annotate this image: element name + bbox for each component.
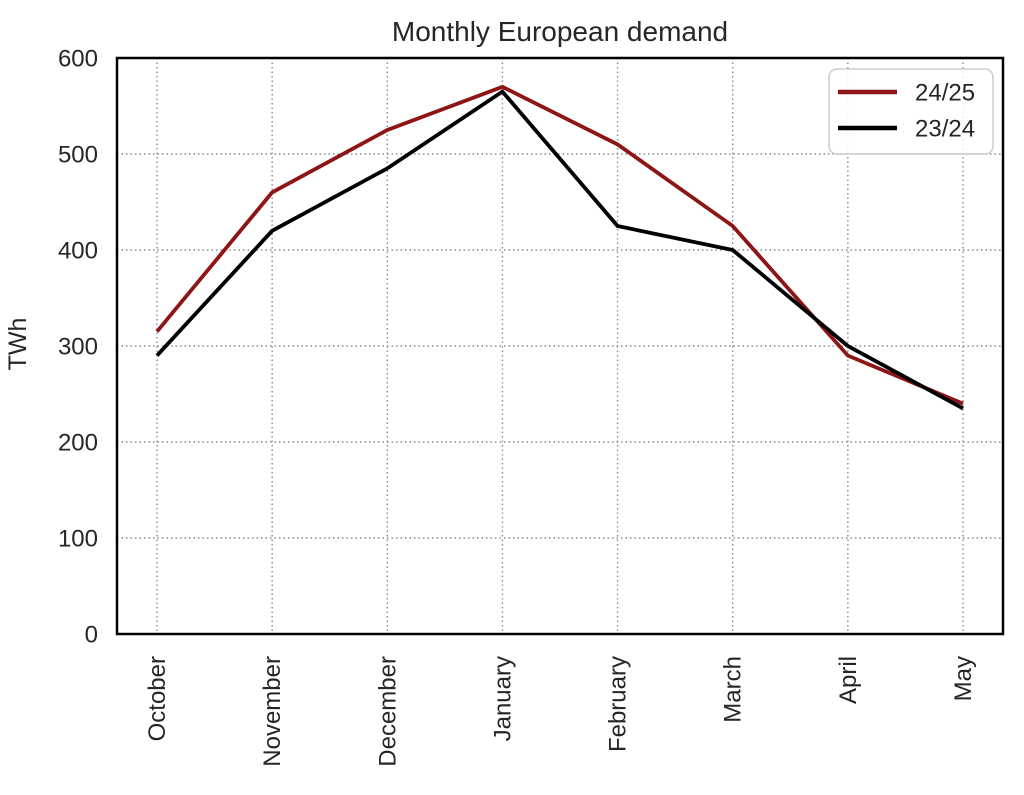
plot-border bbox=[115, 56, 1005, 636]
x-tick-label-march: March bbox=[720, 656, 747, 723]
y-axis-label: TWh bbox=[4, 318, 32, 371]
y-tick-label-400: 400 bbox=[58, 237, 98, 264]
x-tick-label-january: January bbox=[489, 656, 516, 741]
x-tick-label-may: May bbox=[950, 656, 977, 701]
legend-label-23-24: 23/24 bbox=[915, 115, 975, 142]
y-tick-label-300: 300 bbox=[58, 333, 98, 360]
series-line-23-24 bbox=[155, 89, 964, 411]
y-tick-label-100: 100 bbox=[58, 525, 98, 552]
y-tick-label-600: 600 bbox=[58, 45, 98, 72]
y-tick-label-200: 200 bbox=[58, 429, 98, 456]
x-tick-labels: October November December January February Ma… bbox=[144, 656, 977, 767]
x-tick-label-december: December bbox=[374, 656, 401, 767]
x-tick-label-april: April bbox=[835, 656, 862, 704]
y-tick-label-500: 500 bbox=[58, 141, 98, 168]
chart-title: Monthly European demand bbox=[392, 16, 728, 47]
legend-label-24-25: 24/25 bbox=[915, 79, 975, 106]
x-tick-label-november: November bbox=[259, 656, 286, 767]
series-lines bbox=[155, 84, 964, 411]
series-line-24-25 bbox=[155, 84, 964, 406]
x-tick-label-february: February bbox=[605, 656, 632, 752]
y-tick-labels: 0 100 200 300 400 500 600 bbox=[58, 45, 98, 648]
x-tick-label-october: October bbox=[144, 656, 171, 741]
y-tick-label-0: 0 bbox=[85, 621, 98, 648]
legend: 24/25 23/24 bbox=[828, 68, 994, 155]
